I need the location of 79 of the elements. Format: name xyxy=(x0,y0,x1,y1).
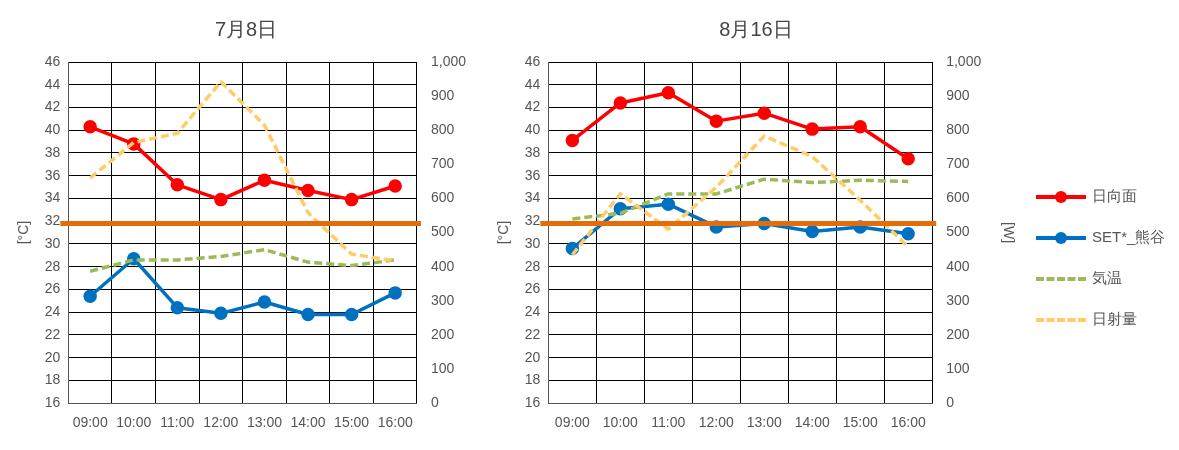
legend-label: 日射量 xyxy=(1092,310,1137,329)
y-tick-label: 22 xyxy=(524,325,541,342)
y2-tick-label: 800 xyxy=(946,121,970,138)
x-tick-label: 14:00 xyxy=(290,414,326,431)
y2-tick-label: 1,000 xyxy=(430,52,467,69)
y2-tick-label: 800 xyxy=(430,121,455,138)
chart-title: 7月8日 xyxy=(214,17,278,40)
y-tick-label: 16 xyxy=(524,394,541,411)
y-tick-label: 32 xyxy=(44,212,61,229)
y-tick-label: 40 xyxy=(44,121,61,138)
y-tick-label: 32 xyxy=(524,212,541,229)
x-tick-label: 11:00 xyxy=(651,414,686,431)
y-tick-label: 24 xyxy=(524,303,541,320)
y-tick-label: 36 xyxy=(44,166,61,183)
y-tick-label: 16 xyxy=(44,394,61,411)
y2-tick-label: 400 xyxy=(946,257,970,274)
y2-tick-label: 300 xyxy=(430,291,455,308)
y2-tick-label: 100 xyxy=(946,359,970,376)
y2-tick-label: 300 xyxy=(946,291,970,308)
y-tick-label: 46 xyxy=(44,52,61,69)
y-tick-label: 46 xyxy=(524,52,541,69)
x-tick-label: 09:00 xyxy=(72,414,108,431)
y2-tick-label: 0 xyxy=(946,394,955,411)
y-tick-label: 42 xyxy=(524,98,541,115)
legend-label: 気温 xyxy=(1092,269,1122,288)
y-tick-label: 30 xyxy=(44,234,61,251)
y-tick-label: 22 xyxy=(44,325,61,342)
y-tick-label: 38 xyxy=(44,143,61,160)
y2-tick-label: 700 xyxy=(430,155,455,172)
y-tick-label: 30 xyxy=(524,234,541,251)
y-tick-label: 24 xyxy=(44,303,61,320)
x-tick-label: 16:00 xyxy=(890,414,926,431)
y2-tick-label: 100 xyxy=(430,359,455,376)
x-tick-label: 10:00 xyxy=(602,414,639,431)
y2-axis-title: [W] xyxy=(1000,222,1017,244)
y-axis-title: [°C] xyxy=(15,220,32,245)
y-tick-label: 20 xyxy=(44,348,61,365)
y-tick-label: 26 xyxy=(44,280,61,297)
x-tick-label: 09:00 xyxy=(554,414,591,431)
y-tick-label: 18 xyxy=(44,371,61,388)
legend-label: SET*_熊谷 xyxy=(1092,228,1166,247)
y2-tick-label: 500 xyxy=(946,223,970,240)
chart-title: 8月16日 xyxy=(719,17,793,40)
y-tick-label: 20 xyxy=(524,348,541,365)
x-tick-label: 15:00 xyxy=(842,414,878,431)
y2-tick-label: 1,000 xyxy=(946,52,982,69)
y-tick-label: 40 xyxy=(524,121,541,138)
y-tick-label: 34 xyxy=(44,189,61,206)
x-tick-label: 14:00 xyxy=(794,414,830,431)
y-tick-label: 18 xyxy=(524,371,541,388)
x-tick-label: 13:00 xyxy=(746,414,782,431)
x-tick-label: 16:00 xyxy=(377,414,413,431)
x-tick-label: 13:00 xyxy=(246,414,283,431)
x-tick-label: 12:00 xyxy=(203,414,239,431)
x-tick-label: 10:00 xyxy=(116,414,152,431)
y-tick-label: 38 xyxy=(524,143,541,160)
y-tick-label: 28 xyxy=(44,257,61,274)
y-tick-label: 44 xyxy=(524,75,541,92)
y2-tick-label: 200 xyxy=(946,325,970,342)
y-tick-label: 26 xyxy=(524,280,541,297)
y2-tick-label: 200 xyxy=(430,325,455,342)
y2-tick-label: 400 xyxy=(430,257,455,274)
y2-tick-label: 900 xyxy=(430,86,455,103)
y2-tick-label: 0 xyxy=(430,394,439,411)
y2-tick-label: 900 xyxy=(946,86,970,103)
y2-tick-label: 500 xyxy=(430,223,455,240)
y2-tick-label: 600 xyxy=(430,189,455,206)
y-tick-label: 28 xyxy=(524,257,541,274)
y-tick-label: 36 xyxy=(524,166,541,183)
y-tick-label: 44 xyxy=(44,75,61,92)
y2-tick-label: 700 xyxy=(946,155,970,172)
legend-label: 日向面 xyxy=(1092,187,1137,206)
x-tick-label: 12:00 xyxy=(698,414,735,431)
y-axis-title: [°C] xyxy=(495,220,512,245)
y2-tick-label: 600 xyxy=(946,189,970,206)
y-tick-label: 42 xyxy=(44,98,61,115)
y-tick-label: 34 xyxy=(524,189,541,206)
x-tick-label: 15:00 xyxy=(334,414,370,431)
x-tick-label: 11:00 xyxy=(160,414,195,431)
